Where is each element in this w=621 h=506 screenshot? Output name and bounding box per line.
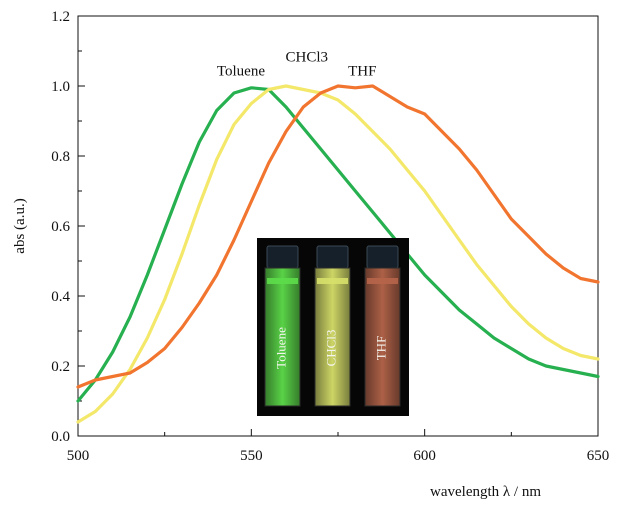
vial-label: THF (373, 336, 388, 361)
vial-body (264, 267, 301, 407)
series-annotations: Toluene CHCl3 THF (217, 50, 377, 80)
y-tick-label: 0.2 (51, 359, 70, 375)
vial-label: Toluene (273, 327, 288, 369)
series-line-toluene (76, 86, 600, 403)
y-tick-label: 0.4 (51, 289, 70, 305)
y-tick-label: 0.0 (51, 429, 70, 445)
axis-ticks: 500 550 600 650 0.0 0.2 0.4 0.6 0.8 1.0 1.2 (51, 9, 609, 464)
vials-photo-inset: Toluene CHCl3 THF (257, 238, 409, 416)
series-lines (76, 84, 600, 424)
series-label: CHCl3 (286, 50, 329, 66)
vial-cap (366, 245, 399, 269)
series-label: THF (348, 64, 376, 80)
x-tick-label: 650 (587, 448, 610, 464)
vial-body (314, 267, 351, 407)
vial-meniscus (367, 278, 398, 284)
series-line-thf (76, 84, 600, 389)
vial-meniscus (267, 278, 298, 284)
y-tick-label: 1.0 (51, 79, 70, 95)
y-tick-label: 0.6 (51, 219, 70, 235)
vial-label: CHCl3 (323, 330, 338, 367)
vial-body (364, 267, 401, 407)
vial-cap (266, 245, 299, 269)
y-tick-label: 1.2 (51, 9, 70, 25)
vial-meniscus (317, 278, 348, 284)
y-axis-title: abs (a.u.) (12, 198, 28, 253)
x-axis-title: wavelength λ / nm (430, 484, 541, 500)
y-tick-label: 0.8 (51, 149, 70, 165)
series-label: Toluene (217, 64, 265, 80)
x-tick-label: 550 (240, 448, 263, 464)
x-tick-label: 600 (413, 448, 436, 464)
vial-cap (316, 245, 349, 269)
series-line-chcl3 (76, 84, 600, 424)
x-tick-label: 500 (67, 448, 90, 464)
